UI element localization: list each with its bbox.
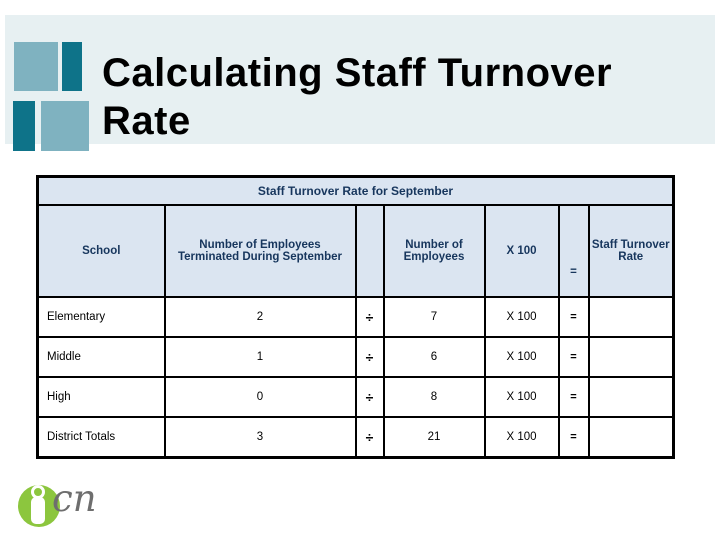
equals-sign: = [557, 416, 590, 459]
decor-square-light-top [14, 42, 58, 91]
table-row-elementary: Elementary 2 ÷ 7 X 100 = [36, 296, 675, 338]
equals-sign: = [557, 336, 590, 378]
employees-value: 8 [382, 376, 486, 418]
decor-square-light-bottom [41, 101, 89, 151]
equals-sign: = [557, 296, 590, 338]
school-name: District Totals [36, 416, 166, 459]
divide-sign: ÷ [354, 336, 385, 378]
school-name: High [36, 376, 166, 418]
slide-title: Calculating Staff Turnover Rate [102, 51, 613, 143]
col-header-multiplier: X 100 [483, 204, 560, 298]
col-header-terminated: Number of Employees Terminated During Se… [163, 204, 357, 298]
terminated-value: 3 [163, 416, 357, 459]
divide-sign: ÷ [354, 416, 385, 459]
terminated-value: 0 [163, 376, 357, 418]
logo-i-dot-icon [31, 485, 45, 499]
col-header-employees: Number of Employees [382, 204, 486, 298]
table-row-district-totals: District Totals 3 ÷ 21 X 100 = [36, 416, 675, 459]
rate-value [587, 416, 675, 459]
table-row-middle: Middle 1 ÷ 6 X 100 = [36, 336, 675, 378]
terminated-value: 1 [163, 336, 357, 378]
table-caption-row: Staff Turnover Rate for September [36, 175, 675, 206]
col-header-rate: Staff Turnover Rate [587, 204, 675, 298]
logo-i-icon [31, 497, 45, 524]
terminated-value: 2 [163, 296, 357, 338]
divide-sign: ÷ [354, 376, 385, 418]
multiplier-label: X 100 [483, 336, 560, 378]
school-name: Middle [36, 336, 166, 378]
logo-cn-text: cn [52, 477, 97, 520]
rate-value [587, 336, 675, 378]
multiplier-label: X 100 [483, 376, 560, 418]
decor-square-dark-bottom [13, 101, 35, 151]
col-header-school: School [36, 204, 166, 298]
table-row-high: High 0 ÷ 8 X 100 = [36, 376, 675, 418]
header-banner: Calculating Staff Turnover Rate [5, 15, 715, 151]
icn-logo: cn [0, 478, 130, 540]
table-caption: Staff Turnover Rate for September [36, 175, 675, 206]
divide-sign: ÷ [354, 296, 385, 338]
school-name: Elementary [36, 296, 166, 338]
rate-value [587, 296, 675, 338]
staff-turnover-table: Staff Turnover Rate for September School… [36, 175, 675, 459]
multiplier-label: X 100 [483, 416, 560, 459]
col-header-divide [354, 204, 385, 298]
table-header-row: School Number of Employees Terminated Du… [36, 204, 675, 298]
employees-value: 6 [382, 336, 486, 378]
equals-sign: = [557, 376, 590, 418]
rate-value [587, 376, 675, 418]
multiplier-label: X 100 [483, 296, 560, 338]
decor-square-dark-top [62, 42, 82, 91]
employees-value: 7 [382, 296, 486, 338]
employees-value: 21 [382, 416, 486, 459]
col-header-equals: = [557, 204, 590, 298]
